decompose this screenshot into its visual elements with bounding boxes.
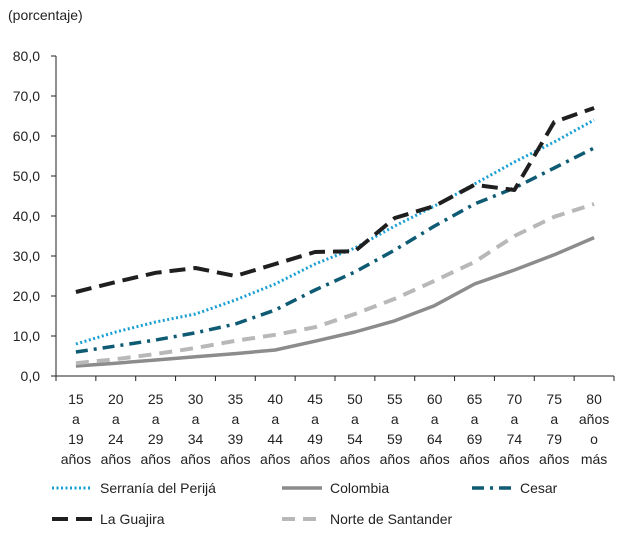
y-tick-label: 40,0	[13, 208, 40, 224]
legend-label-3: La Guajira	[100, 511, 165, 527]
x-tick-label: 15 a 19 años	[61, 391, 91, 467]
series-lines	[75, 106, 595, 368]
x-tick-label: 60 a 64 años	[419, 391, 449, 467]
y-tick-label: 10,0	[13, 328, 40, 344]
y-tick-label: 80,0	[13, 48, 40, 64]
x-tick-label: 35 a 39 años	[220, 391, 250, 467]
x-tick-label: 45 a 49 años	[300, 391, 330, 467]
x-tick-label: 75 a 79 años	[539, 391, 569, 467]
x-tick-label: 55 a 59 años	[380, 391, 410, 467]
y-tick-label: 60,0	[13, 128, 40, 144]
x-tick-label: 70 a 74 años	[499, 391, 529, 467]
x-tick-label: 25 a 29 años	[140, 391, 170, 467]
legend: Serranía del Perijá Colombia Cesar La Guaji…	[52, 480, 558, 527]
legend-label-4: Norte de Santander	[330, 511, 453, 527]
x-tick-label: 80 años o más	[579, 391, 609, 467]
legend-label-2: Cesar	[520, 480, 558, 496]
series-line-3	[75, 106, 595, 294]
y-tick-label: 0,0	[21, 368, 41, 384]
y-tick-label: 50,0	[13, 168, 40, 184]
x-tick-label: 50 a 54 años	[340, 391, 370, 467]
series-line-4	[75, 202, 595, 366]
y-tick-label: 70,0	[13, 88, 40, 104]
y-tick-label: 30,0	[13, 248, 40, 264]
series-line-1	[75, 235, 595, 368]
y-axis-label: (porcentaje)	[8, 7, 83, 23]
x-tick-label: 20 a 24 años	[101, 391, 131, 467]
legend-label-1: Colombia	[330, 480, 389, 496]
y-tick-label: 20,0	[13, 288, 40, 304]
legend-label-0: Serranía del Perijá	[100, 480, 216, 496]
y-axis-ticks: 0,0 10,0 20,0 30,0 40,0 50,0 60,0 70,0 80,0	[13, 48, 56, 384]
x-tick-label: 30 a 34 años	[180, 391, 210, 467]
series-line-0	[75, 118, 595, 346]
x-tick-label: 65 a 69 años	[459, 391, 489, 467]
x-axis-ticks: 15 a 19 años 20 a 24 años 25 a 29 años 30 a 34 años 35 a 3…	[55, 376, 615, 467]
x-tick-label: 40 a 44 años	[260, 391, 290, 467]
